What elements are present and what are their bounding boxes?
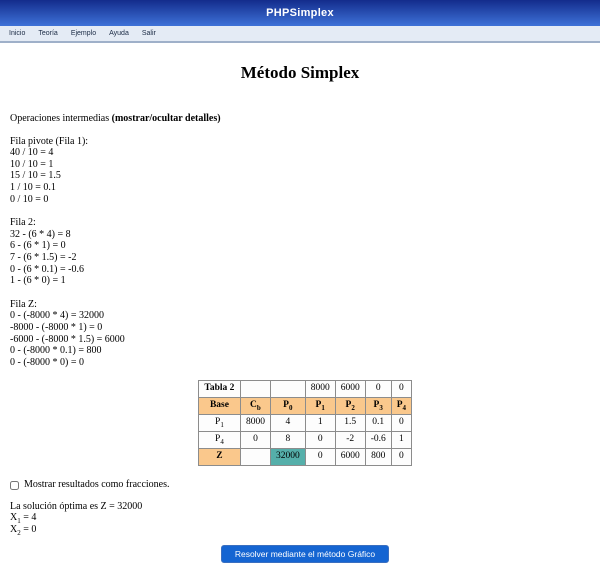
- value-cell: 8000: [239, 414, 271, 433]
- solve-graphical-button[interactable]: Resolver mediante el método Gráfico: [220, 544, 390, 563]
- header-cell-p2: P2: [334, 397, 366, 416]
- toggle-details-link[interactable]: (mostrar/ocultar detalles): [111, 113, 221, 124]
- operations-intro-text: Operaciones intermedias: [10, 113, 112, 124]
- header-cell-p4: P4: [390, 397, 413, 416]
- optimal-solution-line: La solución óptima es Z = 32000: [10, 500, 143, 512]
- menu-bar: Inicio Teoría Ejemplo Ayuda Salir: [0, 26, 600, 43]
- operation-line: 1 / 10 = 0.1: [10, 181, 56, 193]
- z-value-cell: 0: [390, 448, 413, 467]
- menu-item-teoria[interactable]: Teoría: [38, 30, 58, 37]
- menu-item-inicio[interactable]: Inicio: [9, 30, 26, 37]
- header-cell-p1: P1: [304, 397, 336, 416]
- value-cell: 1: [304, 414, 336, 433]
- table-row: P1 8000 4 1 1.5 0.1 0: [197, 414, 413, 433]
- z-label-cell: Z: [197, 448, 241, 467]
- variable-value-line: X2 = 0: [10, 524, 37, 538]
- cost-cell: 0: [390, 380, 413, 399]
- operations-intro: Operaciones intermedias (mostrar/ocultar…: [10, 113, 600, 125]
- z-value-highlight-cell: 32000: [269, 448, 306, 467]
- z-cb-cell: [239, 448, 271, 467]
- z-value-cell: 800: [364, 448, 392, 467]
- operation-line: 7 - (6 * 1.5) = -2: [10, 251, 77, 263]
- operation-line: 0 - (-8000 * 4) = 32000: [10, 310, 104, 322]
- value-cell: 0: [239, 431, 271, 450]
- menu-item-salir[interactable]: Salir: [141, 30, 156, 37]
- table-z-row: Z 32000 0 6000 800 0: [197, 448, 413, 467]
- cost-cell: 0: [364, 380, 392, 399]
- header-cell-cb: Cb: [239, 397, 271, 416]
- page-title: Método Simplex: [240, 63, 360, 82]
- z-value-cell: 0: [304, 448, 336, 467]
- header-cell-p0: P0: [269, 397, 306, 416]
- value-cell: -2: [334, 431, 366, 450]
- value-cell: 4: [269, 414, 306, 433]
- menu-item-ayuda[interactable]: Ayuda: [109, 30, 129, 37]
- operation-line: 10 / 10 = 1: [10, 158, 54, 170]
- operation-line: 6 - (6 * 1) = 0: [10, 240, 66, 252]
- header-cell-base: Base: [197, 397, 241, 416]
- table-title-cell: Tabla 2: [197, 380, 241, 399]
- cost-cell: [269, 380, 306, 399]
- block-title: Fila 2:: [10, 217, 36, 229]
- operation-line: 32 - (6 * 4) = 8: [10, 228, 71, 240]
- block-title: Fila pivote (Fila 1):: [10, 135, 89, 147]
- solution-block: La solución óptima es Z = 32000 X1 = 4 X…: [10, 500, 600, 538]
- operation-line: 15 / 10 = 1.5: [10, 170, 61, 182]
- row-label-cell: P1: [197, 414, 241, 433]
- operation-line: -8000 - (-8000 * 1) = 0: [10, 321, 103, 333]
- button-row: Resolver mediante el método Gráfico: [10, 544, 600, 563]
- table-header-row: Base Cb P0 P1 P2 P3 P4: [197, 397, 413, 416]
- variable-value-line: X1 = 4: [10, 512, 37, 526]
- table-row: P4 0 8 0 -2 -0.6 1: [197, 431, 413, 450]
- pivot-row-block: Fila pivote (Fila 1): 40 / 10 = 4 10 / 1…: [10, 136, 600, 206]
- operation-line: 0 / 10 = 0: [10, 193, 49, 205]
- operation-line: 0 - (6 * 0.1) = -0.6: [10, 263, 84, 275]
- table-cost-row: Tabla 2 8000 6000 0 0: [197, 380, 413, 399]
- value-cell: 1.5: [334, 414, 366, 433]
- rowz-block: Fila Z: 0 - (-8000 * 4) = 32000 -8000 - …: [10, 299, 600, 369]
- simplex-table: Tabla 2 8000 6000 0 0 Base Cb P0 P1 P2 P…: [197, 380, 413, 467]
- value-cell: 0: [304, 431, 336, 450]
- fractions-label: Mostrar resultados como fracciones.: [24, 479, 170, 491]
- app-title: PHPSimplex: [266, 7, 334, 19]
- fractions-option: Mostrar resultados como fracciones.: [10, 479, 600, 491]
- row2-block: Fila 2: 32 - (6 * 4) = 8 6 - (6 * 1) = 0…: [10, 217, 600, 287]
- row-label-cell: P4: [197, 431, 241, 450]
- operation-line: 0 - (-8000 * 0.1) = 800: [10, 345, 102, 357]
- menu-item-ejemplo[interactable]: Ejemplo: [70, 30, 97, 37]
- app-banner: PHPSimplex: [0, 0, 600, 26]
- z-value-cell: 6000: [334, 448, 366, 467]
- header-cell-p3: P3: [364, 397, 392, 416]
- operation-line: -6000 - (-8000 * 1.5) = 6000: [10, 333, 125, 345]
- cost-cell: 6000: [334, 380, 366, 399]
- value-cell: 1: [390, 431, 413, 450]
- operation-line: 40 / 10 = 4: [10, 147, 54, 159]
- value-cell: 0.1: [364, 414, 392, 433]
- cost-cell: 8000: [304, 380, 336, 399]
- value-cell: -0.6: [364, 431, 392, 450]
- operation-line: 0 - (-8000 * 0) = 0: [10, 356, 84, 368]
- operation-line: 1 - (6 * 0) = 1: [10, 275, 66, 287]
- value-cell: 8: [269, 431, 306, 450]
- main-content: Operaciones intermedias (mostrar/ocultar…: [0, 113, 600, 563]
- fractions-checkbox[interactable]: [10, 480, 19, 490]
- value-cell: 0: [390, 414, 413, 433]
- block-title: Fila Z:: [10, 298, 37, 310]
- cost-cell: [239, 380, 271, 399]
